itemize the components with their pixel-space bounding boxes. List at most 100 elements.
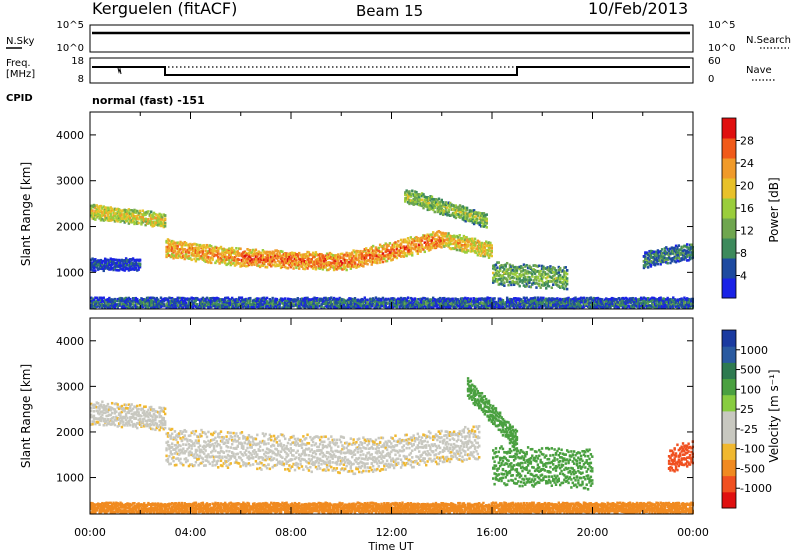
power-cell <box>436 300 439 303</box>
power-cell <box>503 302 506 306</box>
power-cell <box>659 260 662 263</box>
power-cell <box>356 249 359 253</box>
power-cell <box>224 259 227 262</box>
power-cell <box>543 298 547 302</box>
freq-panel: Freq. [MHz] 18 8 60 0 Nave <box>6 56 776 85</box>
power-cell <box>300 258 304 261</box>
power-cell <box>130 268 133 271</box>
power-cell <box>147 302 150 306</box>
power-cell <box>335 262 339 265</box>
power-cell <box>240 296 244 300</box>
power-cell <box>552 301 555 304</box>
power-cell <box>133 208 136 212</box>
power-cell <box>230 246 234 250</box>
power-cell <box>451 203 455 207</box>
power-cell <box>147 296 150 300</box>
power-cell <box>511 279 514 283</box>
power-cell <box>461 243 464 247</box>
power-cell <box>119 261 122 265</box>
power-cell <box>378 300 382 304</box>
power-cell <box>320 254 323 258</box>
power-cell <box>395 304 399 308</box>
power-cell <box>472 212 476 215</box>
power-cell <box>531 275 534 278</box>
power-cell <box>416 246 420 250</box>
power-cell <box>413 247 417 251</box>
power-cell <box>384 303 387 306</box>
power-cell <box>182 254 185 257</box>
power-cell <box>230 251 234 254</box>
power-cell <box>440 204 443 208</box>
power-cell <box>391 304 394 307</box>
power-cell <box>292 304 295 308</box>
power-cell <box>679 257 682 261</box>
power-cell <box>497 299 500 303</box>
power-cell <box>180 298 184 301</box>
power-cell <box>246 305 249 309</box>
power-cell <box>416 297 420 301</box>
power-cell <box>422 305 425 309</box>
power-cell <box>409 193 413 196</box>
power-cell <box>518 265 521 269</box>
power-cell <box>112 258 115 261</box>
power-cell <box>264 303 267 307</box>
power-cell <box>137 221 140 225</box>
power-cell <box>196 298 199 301</box>
power-cell <box>452 302 456 306</box>
power-cell <box>370 300 373 304</box>
power-cell <box>575 305 579 309</box>
power-cell <box>303 267 306 271</box>
power-cell <box>577 297 580 301</box>
power-cell <box>385 245 389 249</box>
power-cell <box>485 217 488 221</box>
power-cell <box>547 304 551 307</box>
power-cell <box>103 262 107 265</box>
power-cell <box>455 234 459 238</box>
power-cell <box>236 257 239 261</box>
power-cell <box>143 219 146 223</box>
power-cell <box>649 263 653 267</box>
power-cell <box>109 265 112 269</box>
power-cell <box>644 260 647 264</box>
power-cell <box>556 305 559 308</box>
power-cell <box>359 304 362 307</box>
power-cell <box>413 297 417 300</box>
power-cell <box>472 219 476 223</box>
power-cell <box>363 300 366 303</box>
power-cell <box>119 209 122 212</box>
power-cell <box>461 237 464 240</box>
power-cell <box>211 253 214 257</box>
power-cell <box>179 299 182 303</box>
power-cell <box>182 242 185 246</box>
power-cell <box>235 306 238 310</box>
power-cell <box>420 245 424 249</box>
power-cell <box>91 306 94 310</box>
power-cell <box>307 260 311 264</box>
power-cell <box>437 209 441 213</box>
power-cell <box>457 215 460 219</box>
power-cell <box>658 254 661 258</box>
power-cell <box>402 238 406 242</box>
power-cell <box>286 266 290 270</box>
power-cell <box>285 252 288 255</box>
power-cell <box>575 303 579 306</box>
power-cell <box>138 302 142 306</box>
power-cell <box>288 297 291 301</box>
power-cell <box>205 255 209 259</box>
power-cell <box>578 306 581 309</box>
power-cell <box>159 218 163 221</box>
power-cell <box>512 297 516 300</box>
power-cell <box>92 205 96 209</box>
power-cell <box>384 297 387 301</box>
power-cell <box>284 252 287 255</box>
power-cell <box>285 261 288 265</box>
power-cell <box>482 303 485 307</box>
power-cell <box>465 300 468 303</box>
power-cell <box>155 219 158 222</box>
power-cell <box>575 300 579 303</box>
power-cell <box>335 267 339 271</box>
power-cell <box>485 298 488 302</box>
power-cell <box>303 259 306 263</box>
power-cell <box>455 243 459 247</box>
power-cell <box>412 193 415 196</box>
